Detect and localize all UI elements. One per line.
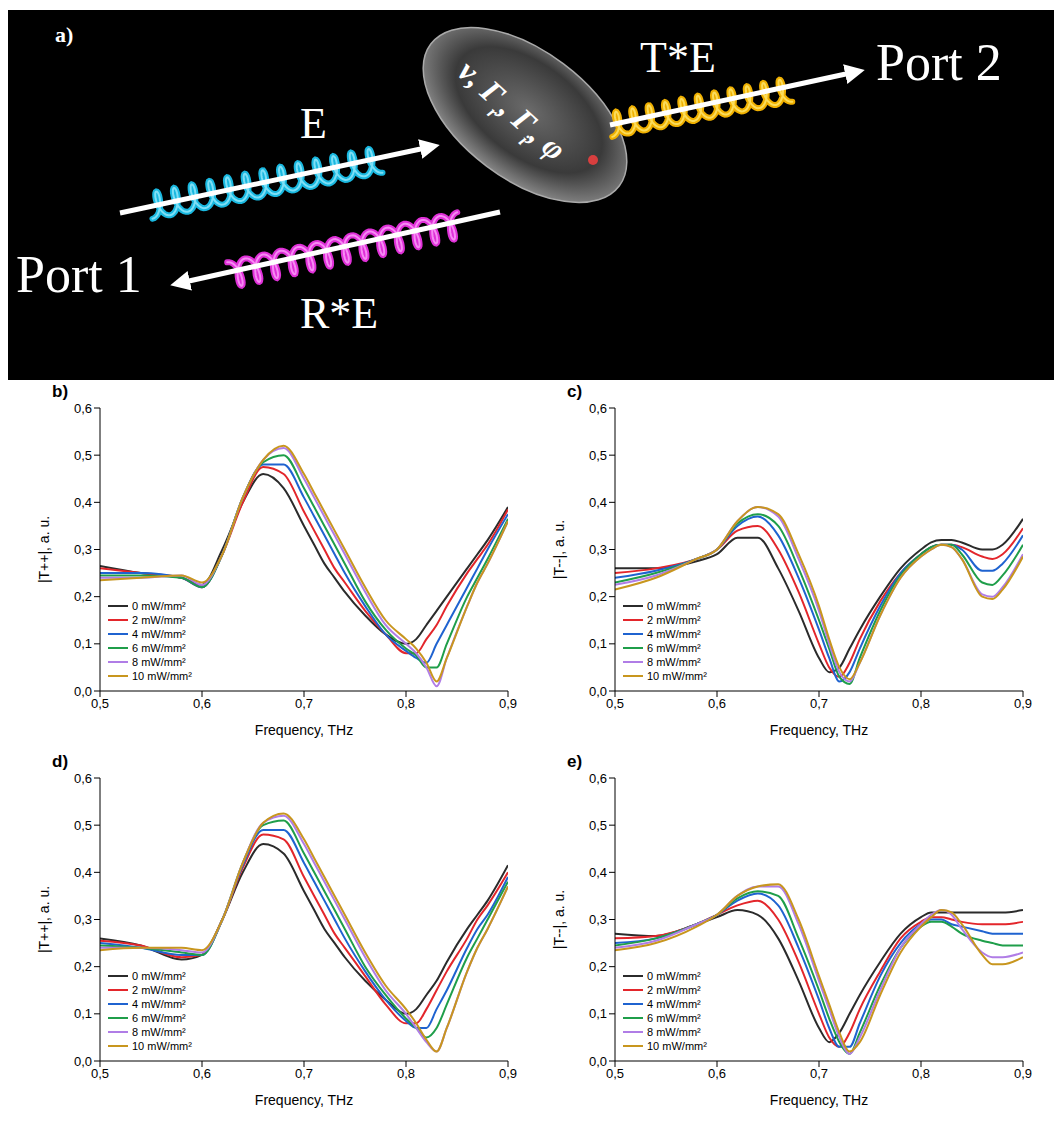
html-text:4 mW/mm²: 4 mW/mm² [647, 998, 701, 1010]
svg-text:Port 1: Port 1 [16, 246, 142, 303]
svg-text:0,7: 0,7 [295, 696, 313, 711]
html-text:6 mW/mm²: 6 mW/mm² [647, 642, 701, 654]
html-text:b): b) [52, 382, 68, 401]
svg-text:0,6: 0,6 [708, 1066, 726, 1081]
html-text:8 mW/mm²: 8 mW/mm² [132, 656, 186, 668]
svg-text:0,8: 0,8 [912, 1066, 930, 1081]
svg-text:0,4: 0,4 [589, 865, 607, 880]
svg-text:0,2: 0,2 [74, 589, 92, 604]
svg-text:0,3: 0,3 [589, 542, 607, 557]
svg-text:0,5: 0,5 [589, 818, 607, 833]
svg-text:0,2: 0,2 [74, 959, 92, 974]
svg-text:E: E [300, 99, 327, 148]
html-text:0 mW/mm²: 0 mW/mm² [132, 600, 186, 612]
html-text:4 mW/mm²: 4 mW/mm² [132, 628, 186, 640]
svg-text:0,5: 0,5 [74, 448, 92, 463]
svg-text:0,5: 0,5 [606, 1066, 624, 1081]
svg-text:Frequency, THz: Frequency, THz [770, 722, 868, 738]
svg-text:0,0: 0,0 [74, 1054, 92, 1069]
svg-text:0,7: 0,7 [810, 1066, 828, 1081]
svg-text:Frequency, THz: Frequency, THz [255, 1092, 353, 1108]
html-text:10 mW/mm²: 10 mW/mm² [647, 1040, 707, 1052]
html-text:8 mW/mm²: 8 mW/mm² [132, 1026, 186, 1038]
html-text:10 mW/mm²: 10 mW/mm² [647, 670, 707, 682]
svg-text:0,9: 0,9 [499, 696, 517, 711]
svg-text:0,4: 0,4 [589, 495, 607, 510]
html-text:2 mW/mm²: 2 mW/mm² [647, 614, 701, 626]
svg-text:0,0: 0,0 [589, 1054, 607, 1069]
html-text:0 mW/mm²: 0 mW/mm² [132, 970, 186, 982]
svg-text:0,3: 0,3 [74, 912, 92, 927]
html-text:4 mW/mm²: 4 mW/mm² [132, 998, 186, 1010]
svg-text:0,2: 0,2 [589, 589, 607, 604]
svg-text:0,1: 0,1 [589, 636, 607, 651]
svg-text:0,6: 0,6 [589, 401, 607, 416]
svg-text:0,5: 0,5 [91, 696, 109, 711]
svg-text:0,0: 0,0 [74, 684, 92, 699]
svg-text:0,7: 0,7 [810, 696, 828, 711]
html-text:8 mW/mm²: 8 mW/mm² [647, 656, 701, 668]
html-text:8 mW/mm²: 8 mW/mm² [647, 1026, 701, 1038]
svg-text:T*E: T*E [640, 33, 716, 82]
svg-text:Frequency, THz: Frequency, THz [770, 1092, 868, 1108]
svg-text:0,9: 0,9 [1014, 696, 1032, 711]
html-text:2 mW/mm²: 2 mW/mm² [132, 614, 186, 626]
svg-text:|T--|, a. u.: |T--|, a. u. [551, 520, 567, 579]
svg-text:|T--|, a. u.: |T--|, a. u. [551, 890, 567, 949]
html-text:d): d) [52, 752, 68, 771]
html-text:4 mW/mm²: 4 mW/mm² [647, 628, 701, 640]
html-text:6 mW/mm²: 6 mW/mm² [647, 1012, 701, 1024]
svg-text:Port 2: Port 2 [876, 34, 1002, 91]
svg-text:0,3: 0,3 [589, 912, 607, 927]
svg-text:0,4: 0,4 [74, 495, 92, 510]
svg-text:0,0: 0,0 [589, 684, 607, 699]
html-text:2 mW/mm²: 2 mW/mm² [132, 984, 186, 996]
svg-text:0,5: 0,5 [91, 1066, 109, 1081]
svg-text:ν, Γr, Γi, φ: ν, Γr, Γi, φ [447, 52, 574, 172]
svg-text:0,9: 0,9 [499, 1066, 517, 1081]
svg-text:0,6: 0,6 [589, 771, 607, 786]
svg-text:0,1: 0,1 [589, 1006, 607, 1021]
html-text:10 mW/mm²: 10 mW/mm² [132, 1040, 192, 1052]
svg-text:0,1: 0,1 [74, 1006, 92, 1021]
svg-text:0,6: 0,6 [74, 771, 92, 786]
svg-text:0,9: 0,9 [1014, 1066, 1032, 1081]
svg-text:0,5: 0,5 [589, 448, 607, 463]
svg-text:0,2: 0,2 [589, 959, 607, 974]
html-text:0 mW/mm²: 0 mW/mm² [647, 600, 701, 612]
svg-text:0,8: 0,8 [397, 1066, 415, 1081]
svg-text:0,6: 0,6 [708, 696, 726, 711]
svg-text:0,6: 0,6 [193, 696, 211, 711]
svg-text:0,3: 0,3 [74, 542, 92, 557]
svg-text:0,5: 0,5 [606, 696, 624, 711]
html-text:6 mW/mm²: 6 mW/mm² [132, 642, 186, 654]
svg-text:|T++|, a. u.: |T++|, a. u. [36, 516, 52, 583]
svg-text:a): a) [55, 22, 73, 47]
svg-text:Frequency, THz: Frequency, THz [255, 722, 353, 738]
svg-text:0,6: 0,6 [74, 401, 92, 416]
html-text:c): c) [567, 382, 583, 401]
svg-text:0,8: 0,8 [912, 696, 930, 711]
svg-text:0,1: 0,1 [74, 636, 92, 651]
svg-text:0,4: 0,4 [74, 865, 92, 880]
html-text:0 mW/mm²: 0 mW/mm² [647, 970, 701, 982]
html-text:e): e) [567, 752, 583, 771]
svg-text:R*E: R*E [300, 289, 378, 338]
svg-text:0,7: 0,7 [295, 1066, 313, 1081]
svg-text:0,5: 0,5 [74, 818, 92, 833]
html-text:6 mW/mm²: 6 mW/mm² [132, 1012, 186, 1024]
html-text:2 mW/mm²: 2 mW/mm² [647, 984, 701, 996]
svg-text:0,8: 0,8 [397, 696, 415, 711]
svg-text:|T++|, a. u.: |T++|, a. u. [36, 886, 52, 953]
html-text:10 mW/mm²: 10 mW/mm² [132, 670, 192, 682]
svg-text:0,6: 0,6 [193, 1066, 211, 1081]
